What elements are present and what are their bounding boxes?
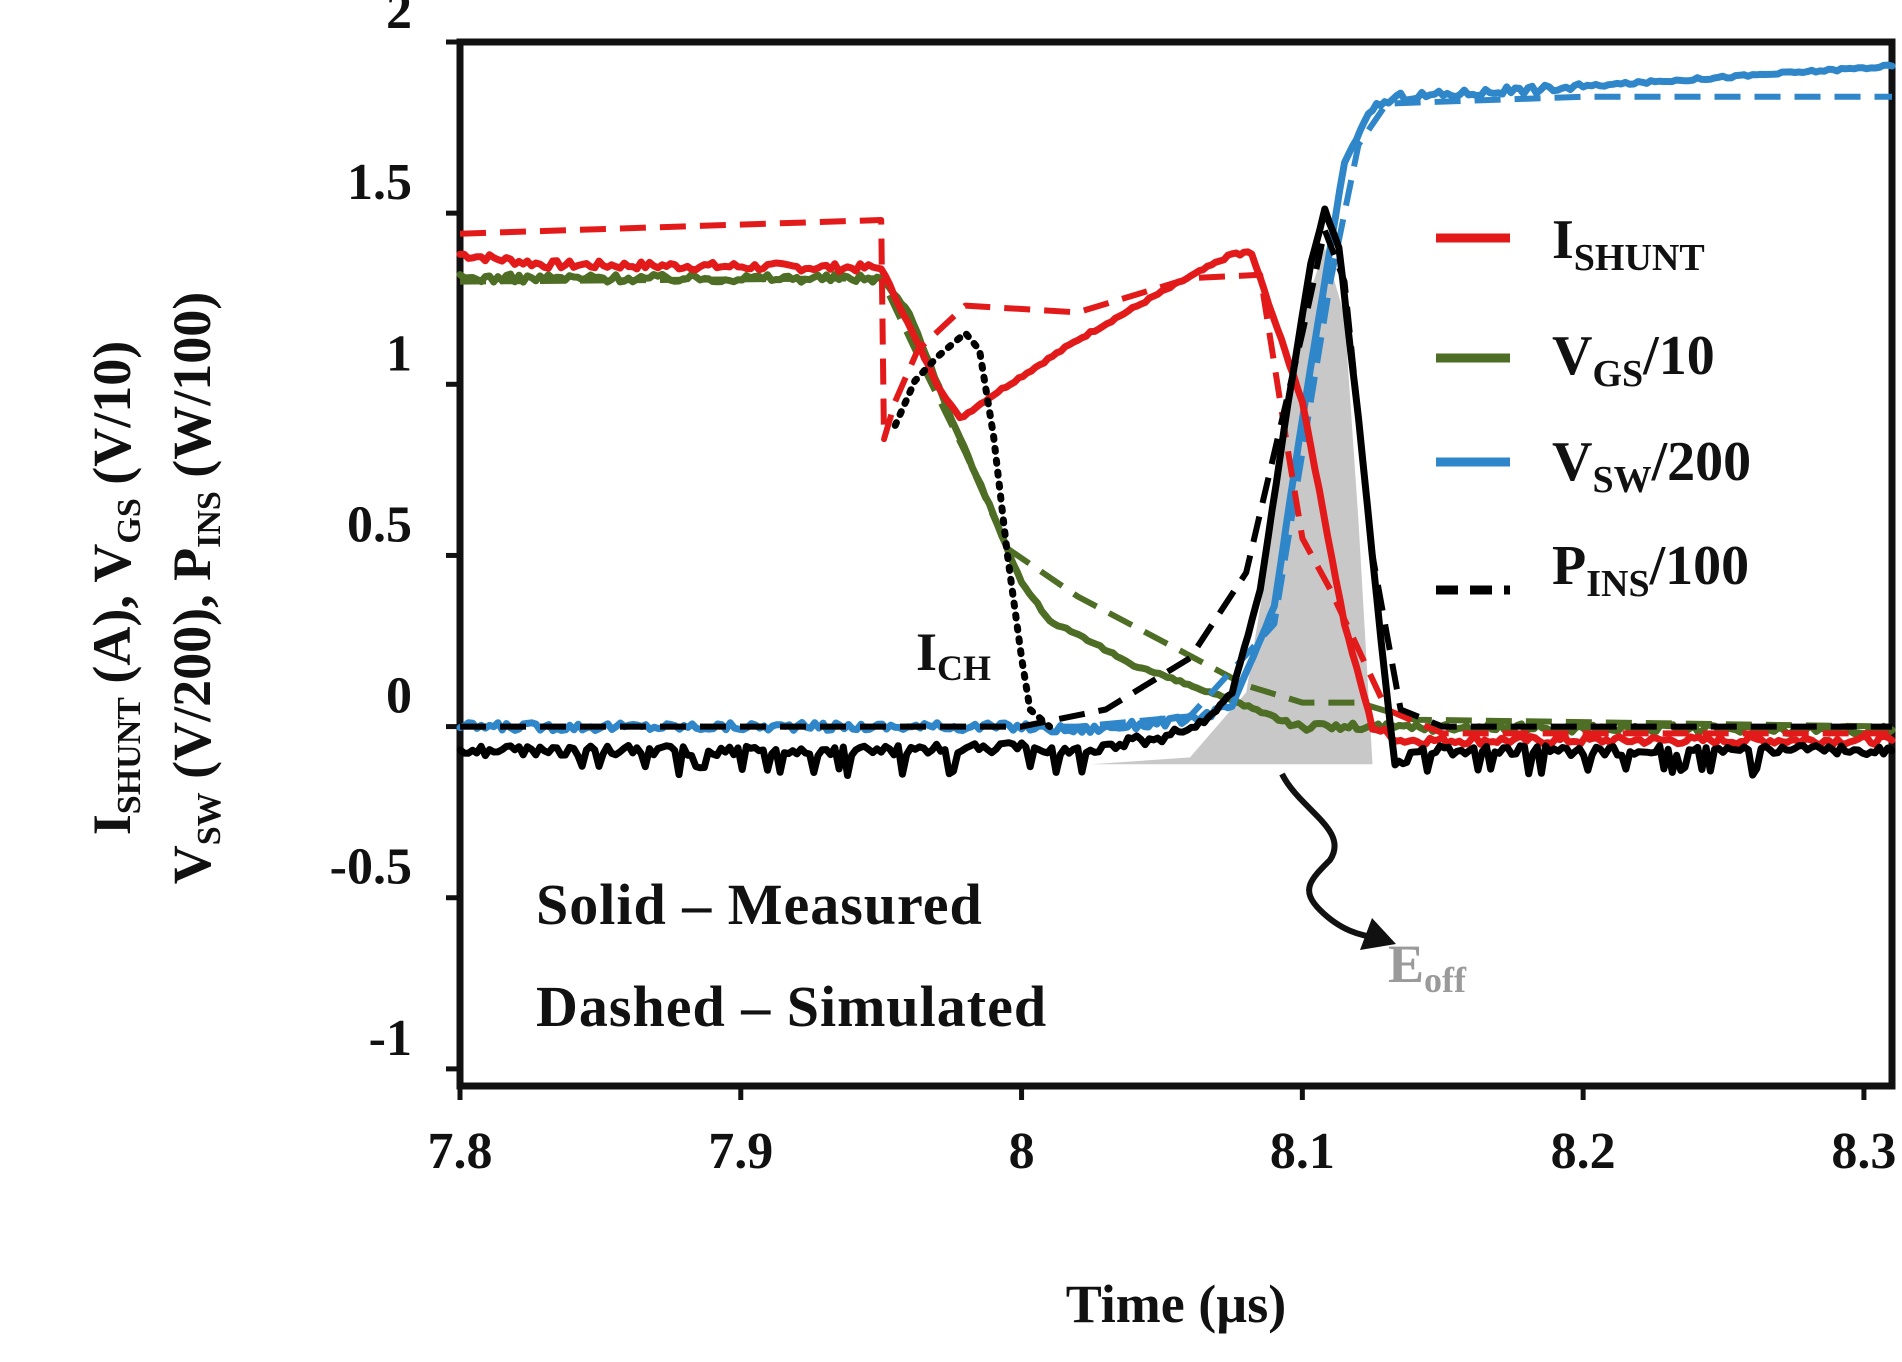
legend-label-vsw: VSW/200 [1552, 431, 1751, 501]
y-title-line2-main2: (V/200), P [162, 548, 222, 792]
y-title-line1-sub2: GS [111, 498, 148, 543]
x-tick-label: 8.3 [1831, 1123, 1896, 1180]
y-tick-label: 1 [386, 325, 412, 382]
y-axis-title: ISHUNT (A), VGS (V/10) VSW (V/200), PINS… [82, 292, 228, 885]
legend-label-pins: PINS/100 [1552, 535, 1749, 605]
x-axis-title: Time (µs) [1066, 1274, 1287, 1334]
x-tick-label: 8.2 [1551, 1123, 1616, 1180]
x-tick-label: 8 [1009, 1123, 1035, 1180]
legend-label-vgs: VGS/10 [1552, 325, 1715, 395]
series-line-v-gs-10 [456, 270, 1896, 738]
plot-area [456, 38, 1896, 1090]
y-tick-label: 2 [386, 0, 412, 40]
svg-text:VSW (V/200), PINS (W/100): VSW (V/200), PINS (W/100) [162, 292, 228, 885]
y-tick-label: -1 [369, 1010, 412, 1067]
y-title-line2-sub1: SW [191, 792, 228, 845]
y-title-line1-sub1: SHUNT [111, 697, 148, 814]
note-measured: Solid – Measured [536, 872, 983, 937]
y-title-line1-main1: I [82, 814, 142, 835]
x-tick-label: 8.1 [1270, 1123, 1335, 1180]
note-simulated: Dashed – Simulated [536, 974, 1047, 1039]
plot-frame [456, 38, 1896, 1090]
series-line-v-sw-200 [456, 61, 1896, 736]
series-line-v-sw-sim [460, 93, 1892, 730]
series-line-p-ins-100 [456, 205, 1896, 779]
y-title-line2-main3: (W/100) [162, 292, 222, 491]
y-tick-label: 1.5 [347, 154, 412, 211]
annotation-ich: ICH [916, 622, 991, 688]
y-title-line1-main2: (A), V [82, 544, 142, 697]
legend-label-ishunt: ISHUNT [1552, 209, 1705, 279]
svg-text:ISHUNT (A), VGS (V/10): ISHUNT (A), VGS (V/10) [82, 341, 148, 835]
y-title-line2-sub2: INS [191, 491, 228, 548]
eoff-shaded-area [1091, 247, 1373, 765]
series-line-i-ch [891, 329, 1054, 731]
series-layer [456, 61, 1896, 779]
series-line-i-shunt-sim [459, 217, 1892, 737]
y-tick-label: 0 [386, 668, 412, 725]
eoff-arrow [1279, 772, 1396, 950]
y-title-line1-main3: (V/10) [82, 341, 142, 498]
x-tick-label: 7.9 [708, 1123, 773, 1180]
annotation-eoff: Eoff [1388, 934, 1467, 1000]
ticks-layer: 7.8 7.9 8 8.1 8.2 8.3 -1 -0.5 0 0.5 1 1.5 2 [330, 0, 1897, 1180]
x-tick-label: 7.8 [428, 1123, 493, 1180]
y-tick-label: -0.5 [330, 839, 412, 896]
y-title-line2-main1: V [162, 845, 222, 884]
eoff-area-layer [1091, 247, 1373, 765]
y-tick-label: 0.5 [347, 496, 412, 553]
legend: ISHUNT VGS/10 VSW/200 PINS/100 [1436, 209, 1751, 605]
